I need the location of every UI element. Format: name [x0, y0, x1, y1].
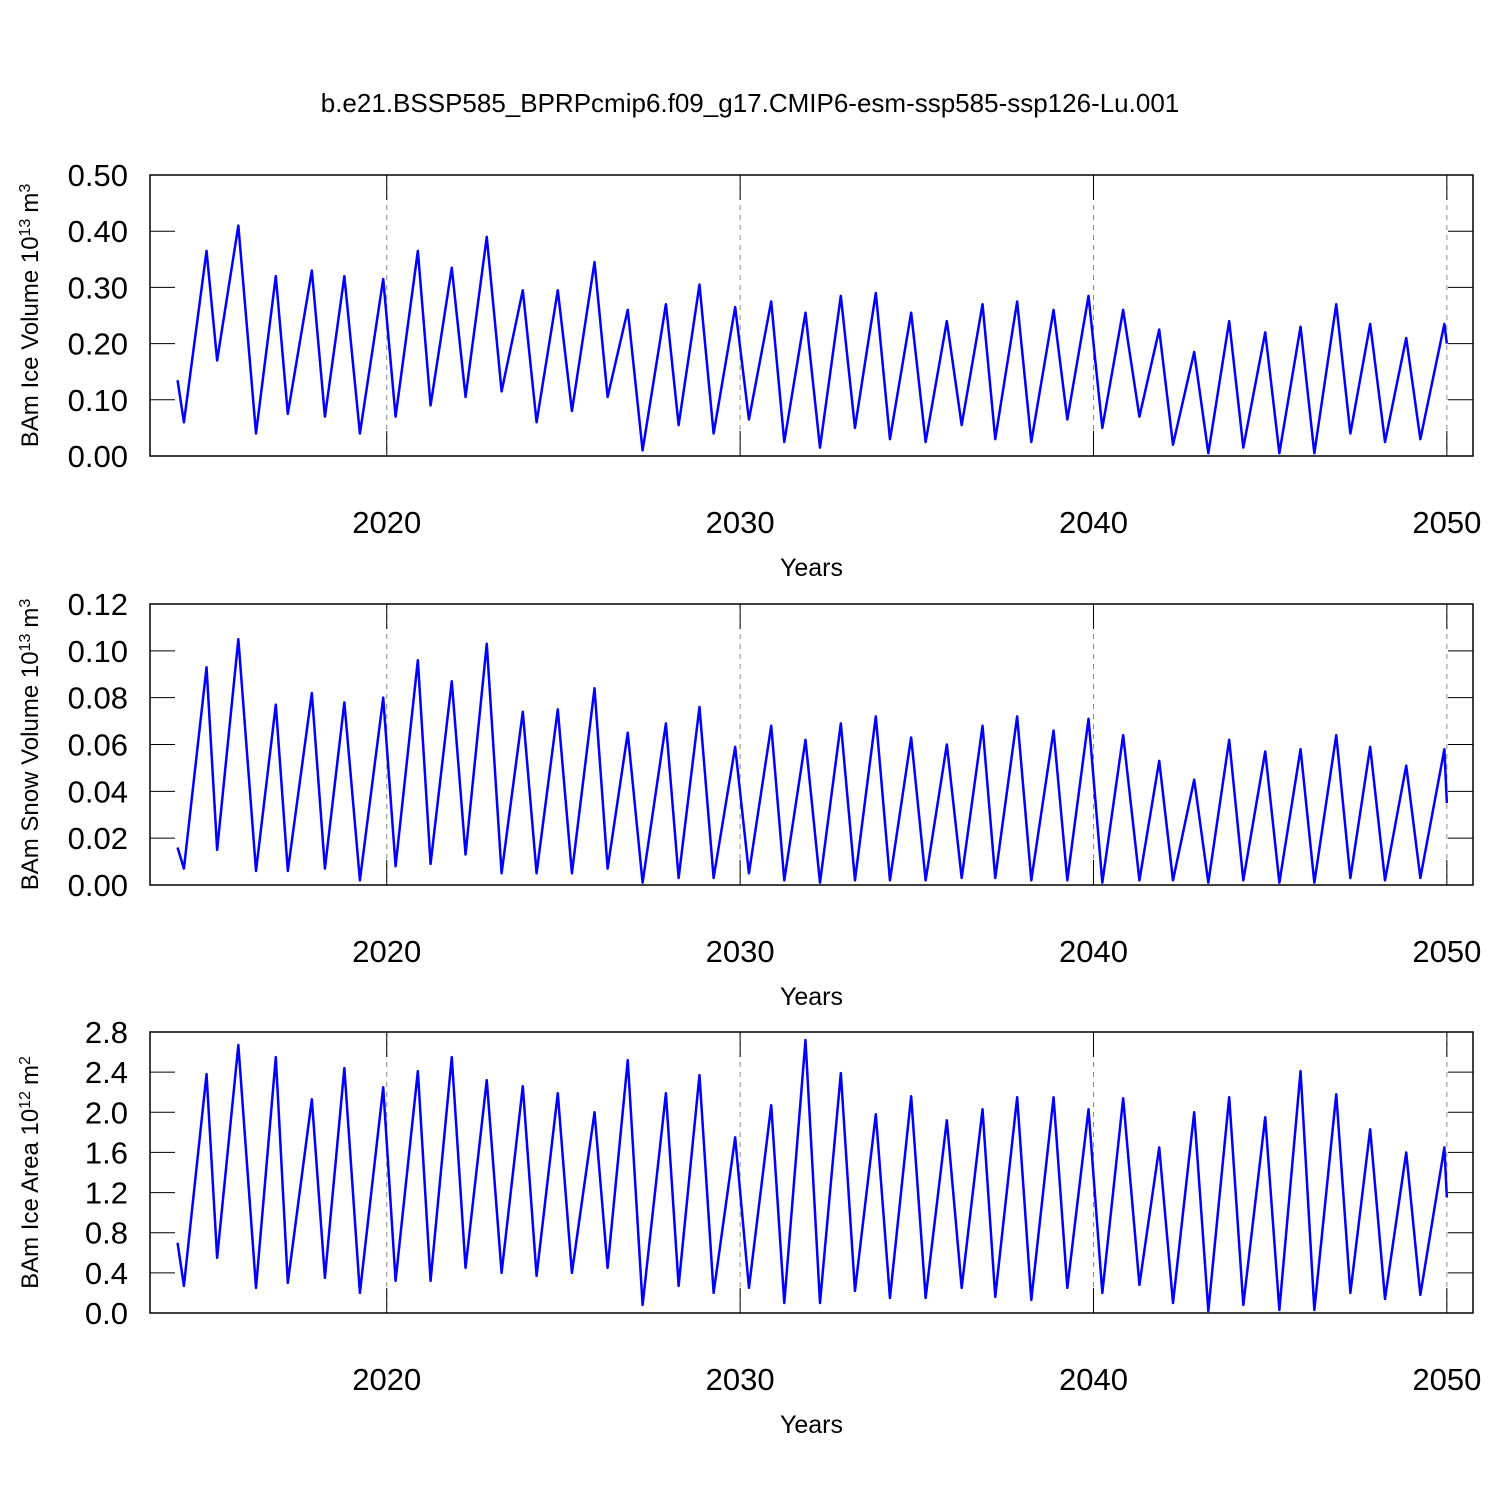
plot-frame: [149, 174, 1474, 457]
y-tick-label: 2.8: [85, 1015, 128, 1050]
y-tick-label: 0.20: [68, 327, 128, 362]
y-label-part: m: [17, 193, 44, 213]
figure-title: b.e21.BSSP585_BPRPcmip6.f09_g17.CMIP6-es…: [321, 88, 1180, 118]
y-label-superscript: 12: [17, 1091, 34, 1109]
data-line: [176, 224, 1449, 455]
y-label-part: BAm Snow Volume 10: [17, 651, 44, 890]
x-tick-label: 2040: [1059, 1362, 1128, 1397]
x-tick-label: 2020: [352, 1362, 421, 1397]
y-axis-label: BAm Ice Area 1012 m2: [17, 1056, 45, 1289]
y-tick-label: 0.0: [85, 1296, 128, 1331]
y-tick-label: 0.30: [68, 270, 128, 305]
y-tick-label: 0.4: [85, 1256, 128, 1291]
y-label-part: BAm Ice Area 10: [17, 1109, 44, 1289]
y-tick-label: 0.06: [68, 728, 128, 763]
x-axis-label: Years: [780, 554, 843, 582]
y-tick-label: 0.00: [68, 439, 128, 474]
x-tick-label: 2030: [706, 1362, 775, 1397]
x-tick-label: 2030: [706, 505, 775, 540]
data-line: [176, 637, 1449, 884]
x-axis-label: Years: [780, 983, 843, 1011]
x-tick-label: 2020: [352, 934, 421, 969]
y-tick-label: 1.2: [85, 1176, 128, 1211]
y-label-superscript: 13: [17, 634, 34, 652]
y-tick-label: 1.6: [85, 1135, 128, 1170]
y-label-superscript: 2: [17, 1056, 34, 1065]
y-tick-label: 0.10: [68, 383, 128, 418]
y-tick-label: 0.02: [68, 821, 128, 856]
y-tick-label: 0.40: [68, 214, 128, 249]
x-tick-label: 2050: [1412, 1362, 1481, 1397]
x-tick-label: 2040: [1059, 934, 1128, 969]
y-label-superscript: 3: [17, 599, 34, 608]
y-label-part: BAm Ice Volume 10: [17, 236, 44, 447]
plot-frame: [149, 603, 1474, 886]
y-label-superscript: 13: [17, 219, 34, 237]
plot-frame: [149, 1031, 1474, 1314]
y-label-part: m: [17, 1065, 44, 1085]
x-tick-label: 2050: [1412, 505, 1481, 540]
x-tick-label: 2030: [706, 934, 775, 969]
y-tick-label: 2.0: [85, 1095, 128, 1130]
y-axis-label: BAm Snow Volume 1013 m3: [17, 599, 45, 891]
y-tick-label: 0.12: [68, 587, 128, 622]
y-tick-label: 0.04: [68, 774, 128, 809]
y-tick-label: 0.8: [85, 1216, 128, 1251]
y-tick-label: 0.08: [68, 681, 128, 716]
x-tick-label: 2050: [1412, 934, 1481, 969]
y-label-superscript: 3: [17, 184, 34, 193]
y-tick-label: 0.00: [68, 868, 128, 903]
data-line: [176, 1038, 1449, 1313]
y-tick-label: 0.50: [68, 158, 128, 193]
y-tick-label: 0.10: [68, 634, 128, 669]
x-tick-label: 2020: [352, 505, 421, 540]
x-axis-label: Years: [780, 1411, 843, 1439]
x-tick-label: 2040: [1059, 505, 1128, 540]
y-label-part: m: [17, 608, 44, 628]
y-tick-label: 2.4: [85, 1055, 128, 1090]
y-axis-label: BAm Ice Volume 1013 m3: [17, 184, 45, 448]
